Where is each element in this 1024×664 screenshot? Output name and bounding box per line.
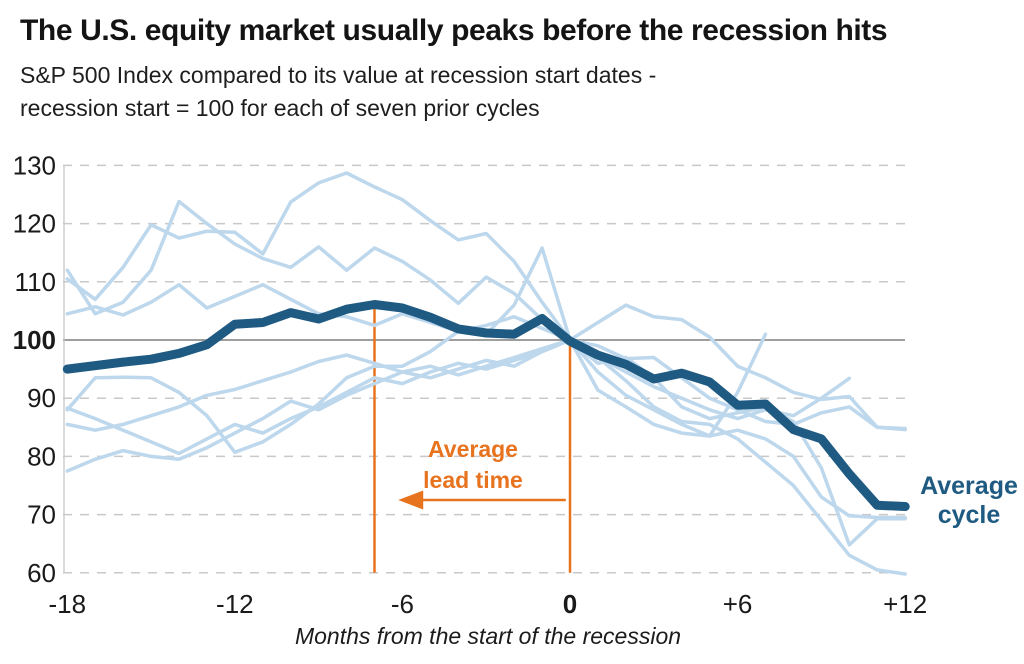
chart-subtitle-line2: recession start = 100 for each of seven …: [20, 95, 540, 121]
cycle-line-cycle-2: [65, 199, 907, 431]
chart-subtitle-line1: S&P 500 Index compared to its value at r…: [20, 62, 657, 88]
x-tick-label: -6: [391, 589, 414, 619]
lead-time-label-line2: lead time: [423, 467, 523, 493]
cycle-line-cycle-4: [65, 338, 852, 432]
lead-time-arrow-head: [398, 490, 424, 510]
y-tick-label: 110: [15, 267, 56, 297]
average-cycle-label-line2: cycle: [938, 501, 1001, 529]
lead-time-label-line1: Average: [428, 436, 518, 462]
average-cycle-line-layer: [62, 300, 910, 511]
average-cycle-label-line1: Average: [920, 472, 1018, 500]
x-tick-label: -18: [48, 589, 86, 619]
y-tick-label: 80: [27, 441, 56, 471]
x-tick-label: 0: [563, 589, 577, 619]
cycle-line-cycle-5: [65, 338, 907, 520]
chart-title: The U.S. equity market usually peaks bef…: [20, 14, 888, 47]
annotations: Average lead time Average cycle Months f…: [295, 436, 1018, 649]
tick-labels: 130 120 110 100 90 80 70 60-18 -12 -6 0 +6 +12: [13, 150, 928, 619]
x-tick-label: -12: [216, 589, 254, 619]
cycle-line-cycle-1: [65, 171, 907, 576]
cycle-line-cycle-3: [65, 282, 907, 432]
annotation-vertical-lines: [373, 306, 572, 573]
gridlines: [63, 164, 905, 574]
y-tick-label: 130: [13, 150, 56, 180]
average-cycle-line: [62, 300, 910, 511]
y-tick-label: 70: [27, 500, 56, 530]
y-tick-label: 120: [13, 209, 56, 239]
x-tick-label: +6: [723, 589, 753, 619]
x-axis-title: Months from the start of the recession: [295, 623, 681, 649]
cycle-line-cycle-6: [65, 246, 768, 455]
y-tick-label: 90: [27, 383, 56, 413]
y-tick-label: 60: [27, 558, 56, 588]
chart-subtitle: S&P 500 Index compared to its value at r…: [20, 59, 656, 125]
x-tick-label: +12: [883, 589, 927, 619]
y-tick-label: 100: [13, 325, 56, 355]
